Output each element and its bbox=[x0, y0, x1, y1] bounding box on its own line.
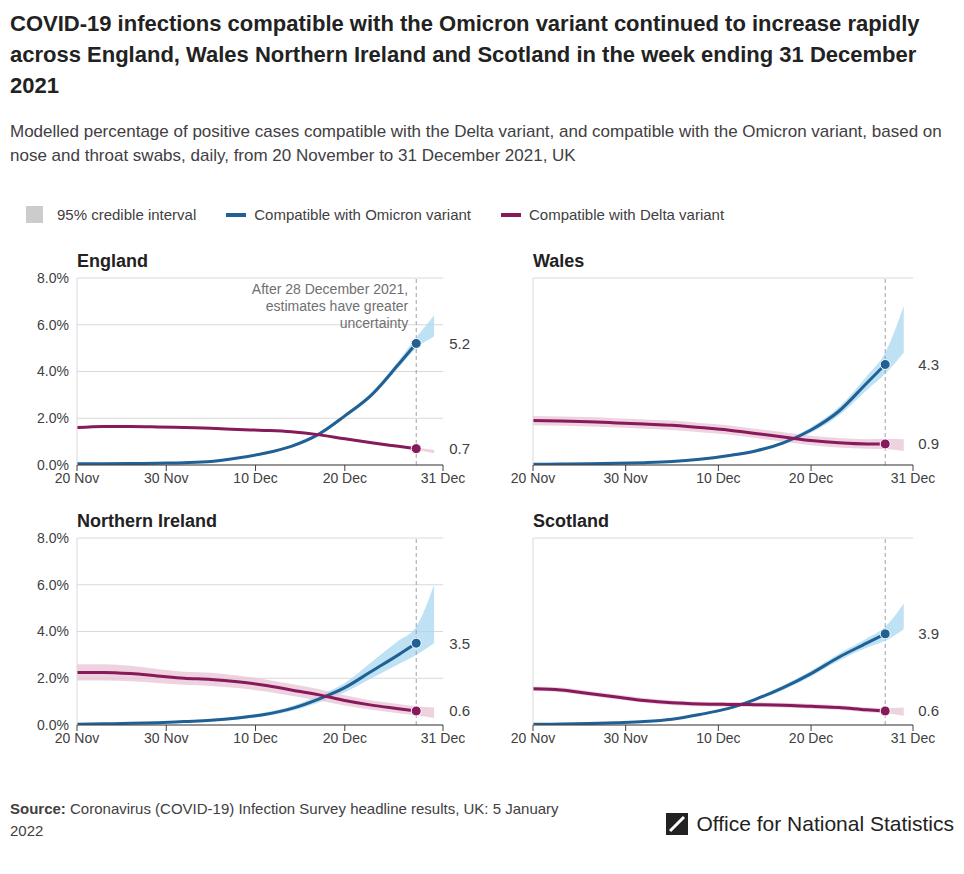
svg-text:31 Dec: 31 Dec bbox=[421, 470, 465, 486]
svg-text:10 Dec: 10 Dec bbox=[696, 730, 740, 746]
svg-text:20 Nov: 20 Nov bbox=[54, 469, 100, 486]
svg-text:20 Dec: 20 Dec bbox=[789, 730, 833, 746]
svg-text:20 Nov: 20 Nov bbox=[511, 730, 555, 746]
html-text:Scotland: Scotland bbox=[533, 511, 609, 531]
svg-text:2.0%: 2.0% bbox=[37, 410, 69, 426]
svg-text:5.2: 5.2 bbox=[449, 335, 470, 352]
svg-text:0.7: 0.7 bbox=[449, 440, 470, 457]
svg-text:8.0%: 8.0% bbox=[37, 270, 69, 286]
html-text:95% credible interval: 95% credible interval bbox=[57, 206, 197, 223]
svg-text:0.0%: 0.0% bbox=[37, 717, 69, 733]
svg-text:0.6: 0.6 bbox=[918, 702, 939, 719]
svg-text:0.6: 0.6 bbox=[449, 702, 470, 719]
svg-text:After 28 December 2021,estimat: After 28 December 2021,estimates have gr… bbox=[252, 281, 409, 331]
svg-text:20 Dec: 20 Dec bbox=[789, 470, 833, 486]
svg-text:4.0%: 4.0% bbox=[37, 623, 69, 639]
svg-text:20 Dec: 20 Dec bbox=[323, 730, 367, 746]
html-text:Compatible with Delta variant: Compatible with Delta variant bbox=[529, 206, 725, 223]
html-text:COVID-19 infections compatible: COVID-19 infections compatible with the … bbox=[10, 11, 920, 98]
svg-text:20 Dec: 20 Dec bbox=[323, 470, 367, 486]
html-text:Northern Ireland: Northern Ireland bbox=[77, 511, 217, 531]
html-text:England: England bbox=[77, 251, 148, 271]
svg-text:30 Nov: 30 Nov bbox=[144, 730, 188, 746]
svg-text:0.0%: 0.0% bbox=[37, 457, 69, 473]
svg-text:6.0%: 6.0% bbox=[37, 317, 69, 333]
svg-text:3.9: 3.9 bbox=[918, 625, 939, 642]
html-text:Source: Coronavirus (COVID-19): Source: Coronavirus (COVID-19) Infection… bbox=[10, 800, 559, 839]
svg-text:6.0%: 6.0% bbox=[37, 577, 69, 593]
svg-text:31 Dec: 31 Dec bbox=[421, 730, 465, 746]
html-text:Compatible with Omicron varian: Compatible with Omicron variant bbox=[254, 206, 471, 223]
html-text:Office for National Statistics: Office for National Statistics bbox=[696, 812, 954, 835]
svg-text:20 Nov: 20 Nov bbox=[511, 470, 555, 486]
svg-text:10 Dec: 10 Dec bbox=[696, 470, 740, 486]
svg-text:8.0%: 8.0% bbox=[37, 530, 69, 546]
svg-text:0.9: 0.9 bbox=[918, 435, 939, 452]
svg-text:10 Dec: 10 Dec bbox=[233, 730, 277, 746]
svg-text:10 Dec: 10 Dec bbox=[233, 470, 277, 486]
html-text:Modelled percentage of positiv: Modelled percentage of positive cases co… bbox=[10, 122, 942, 165]
svg-text:3.5: 3.5 bbox=[449, 635, 470, 652]
svg-text:2.0%: 2.0% bbox=[37, 670, 69, 686]
html-text:Wales: Wales bbox=[533, 251, 585, 271]
svg-text:30 Nov: 30 Nov bbox=[144, 470, 188, 486]
svg-text:4.3: 4.3 bbox=[918, 356, 939, 373]
svg-text:30 Nov: 30 Nov bbox=[604, 730, 648, 746]
svg-text:20 Nov: 20 Nov bbox=[54, 729, 100, 746]
svg-text:30 Nov: 30 Nov bbox=[604, 470, 648, 486]
svg-text:4.0%: 4.0% bbox=[37, 363, 69, 379]
svg-text:31 Dec: 31 Dec bbox=[891, 470, 935, 486]
svg-text:31 Dec: 31 Dec bbox=[891, 730, 935, 746]
